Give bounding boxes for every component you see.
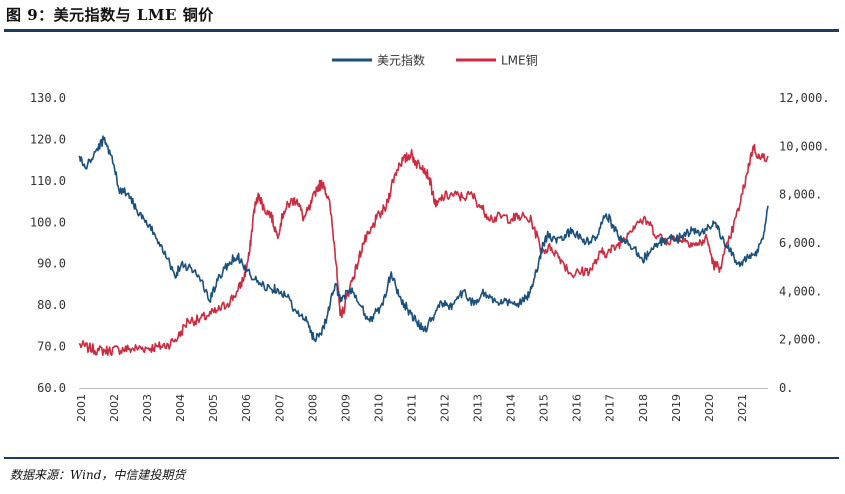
y-left-tick-label: 70.0 (37, 340, 66, 354)
y-left-tick-label: 60.0 (37, 381, 66, 395)
x-tick-label: 2019 (670, 394, 683, 422)
y-right-tick-label: 12,000. (779, 91, 830, 105)
x-axis: 2001 2002 2003 2004 2005 2006 2007 2008 2009 2010… (75, 388, 768, 422)
x-tick-label: 2018 (637, 394, 650, 422)
x-tick-label: 2007 (273, 394, 286, 422)
x-tick-label: 2014 (505, 394, 518, 422)
x-tick-label: 2016 (571, 394, 584, 422)
y-left-tick-label: 130.0 (30, 91, 66, 105)
source-note: 数据来源：Wind，中信建投期货 (10, 468, 186, 482)
x-tick-label: 2002 (108, 394, 121, 422)
x-tick-label: 2006 (240, 394, 253, 422)
y-right-tick-label: 10,000. (779, 139, 830, 153)
x-tick-label: 2004 (174, 394, 187, 422)
y-left-tick-label: 90.0 (37, 257, 66, 271)
x-tick-label: 2010 (372, 394, 385, 422)
y-right-tick-label: 4,000. (779, 284, 822, 298)
x-tick-label: 2012 (439, 394, 452, 422)
x-tick-label: 2005 (207, 394, 220, 422)
x-tick-label: 2020 (703, 394, 716, 422)
y-left-tick-label: 110.0 (30, 174, 66, 188)
legend-label-copper: LME铜 (501, 53, 538, 68)
x-tick-label: 2003 (141, 394, 154, 422)
x-tick-label: 2008 (306, 394, 319, 422)
x-tick-label: 2011 (405, 394, 418, 422)
x-tick-label: 2015 (538, 394, 551, 422)
legend: 美元指数 LME铜 (332, 53, 538, 68)
y-left-tick-label: 100.0 (30, 215, 66, 229)
y-left-tick-label: 80.0 (37, 298, 66, 312)
y-left-tick-label: 120.0 (30, 132, 66, 146)
x-tick-label: 2009 (339, 394, 352, 422)
series-group (78, 135, 769, 356)
y-right-tick-label: 0. (779, 381, 793, 395)
y-right-tick-label: 8,000. (779, 188, 822, 202)
bottom-rule (4, 457, 839, 459)
y-axis-left: 130.0 120.0 110.0 100.0 90.0 80.0 70.0 60.0 (30, 91, 66, 395)
x-tick-label: 2013 (472, 394, 485, 422)
legend-label-usd: 美元指数 (377, 53, 425, 68)
y-axis-right: 12,000. 10,000. 8,000. 6,000. 4,000. 2,000. 0. (779, 91, 830, 395)
x-tick-label: 2021 (736, 394, 749, 422)
top-rule (4, 29, 839, 32)
x-tick-label: 2017 (604, 394, 617, 422)
chart-title: 图 9：美元指数与 LME 铜价 (6, 6, 214, 24)
y-right-tick-label: 6,000. (779, 236, 822, 250)
series-line-lme-copper (78, 143, 769, 356)
series-line-usd-index (78, 135, 769, 343)
x-tick-label: 2001 (75, 394, 88, 422)
y-right-tick-label: 2,000. (779, 333, 822, 347)
